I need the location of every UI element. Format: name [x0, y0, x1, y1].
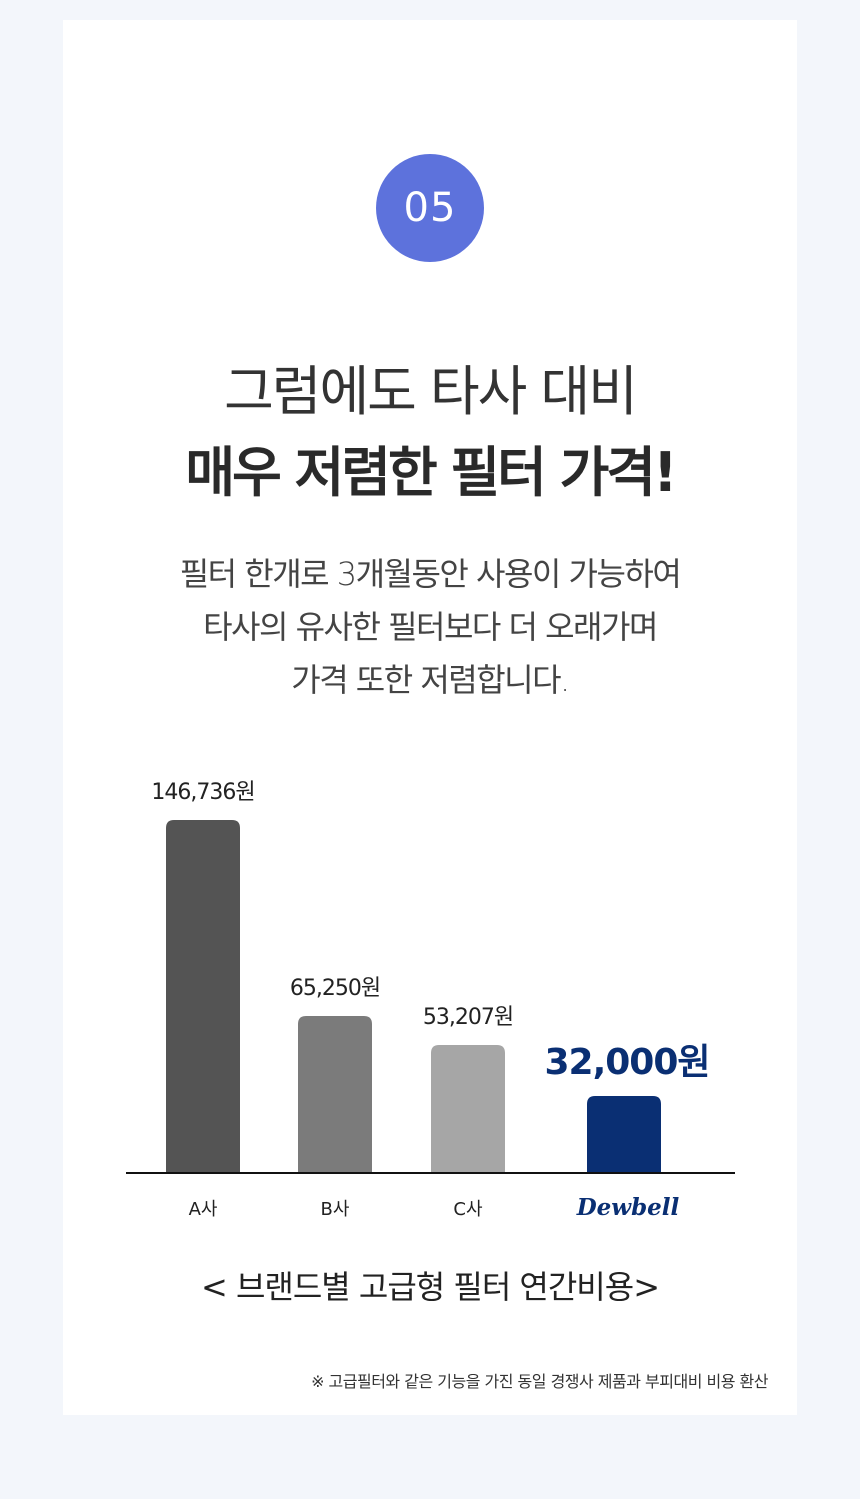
- description-line-1: 필터 한개로 3개월동안 사용이 가능하여: [179, 555, 682, 593]
- description-line-2: 타사의 유사한 필터보다 더 오래가며: [203, 608, 658, 646]
- bar-4: [587, 1096, 661, 1173]
- cost-bar-chart: 146,736원 A사 65,250원 B사 53,207원 C사 32,000원 Dewbe…: [126, 780, 735, 1221]
- bar-value-label-3: 53,207원: [423, 1005, 513, 1030]
- headline-line-1: 그럼에도 타사 대비: [224, 360, 638, 423]
- dewbell-logo: Dewbell: [576, 1194, 680, 1221]
- step-number-badge: 05: [376, 154, 484, 262]
- bar-value-label-2: 65,250원: [290, 976, 380, 1001]
- bar-1: [166, 820, 240, 1173]
- category-label-3: C사: [453, 1199, 483, 1220]
- category-label-2: B사: [321, 1199, 350, 1220]
- headline-line-2: 매우 저렴한 필터 가격!: [185, 441, 677, 504]
- description-line-3: 가격 또한 저렴합니다.: [291, 661, 570, 699]
- bar-value-label-4: 32,000원: [544, 1042, 709, 1083]
- footnote: ※ 고급필터와 같은 기능을 가진 동일 경쟁사 제품과 부피대비 비용 환산: [311, 1372, 768, 1391]
- bar-3: [431, 1045, 505, 1173]
- description: 필터 한개로 3개월동안 사용이 가능하여 타사의 유사한 필터보다 더 오래가…: [0, 548, 860, 707]
- bar-value-label-1: 146,736원: [151, 780, 254, 805]
- category-label-1: A사: [189, 1199, 218, 1220]
- chart-title: < 브랜드별 고급형 필터 연간비용>: [200, 1268, 660, 1306]
- bar-2: [298, 1016, 372, 1173]
